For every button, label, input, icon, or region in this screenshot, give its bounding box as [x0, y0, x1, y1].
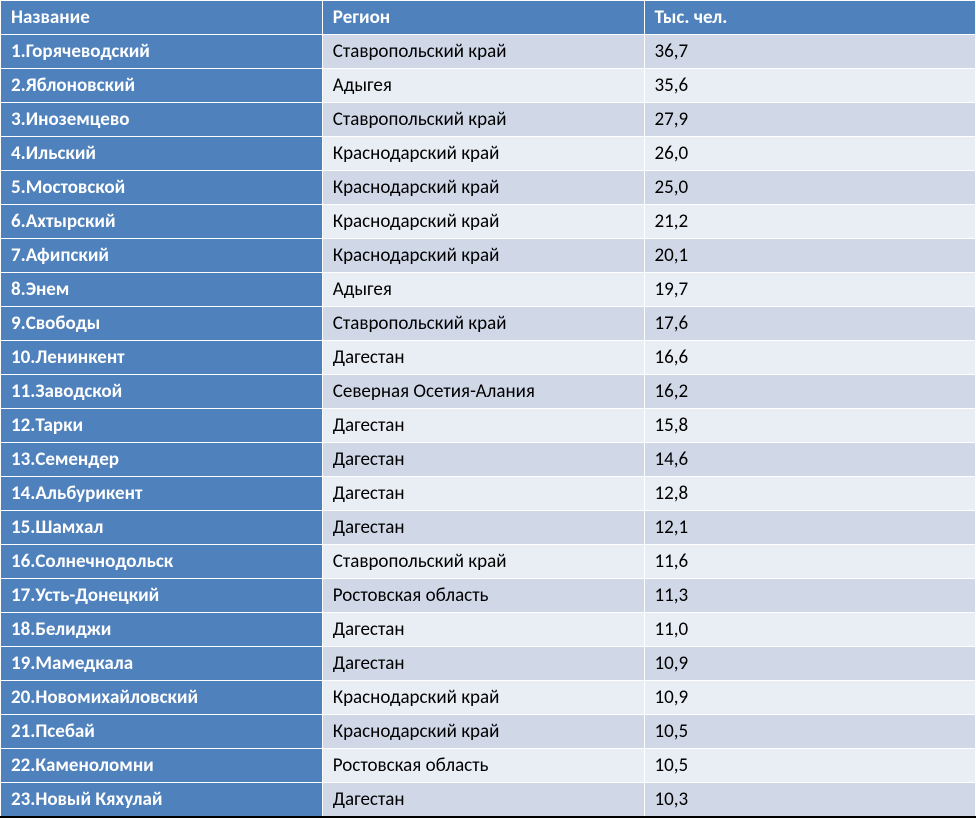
table-row: 10.ЛенинкентДагестан16,6 — [1, 341, 976, 375]
table-row: 19.МамедкалаДагестан10,9 — [1, 647, 976, 681]
cell-region: Краснодарский край — [322, 171, 644, 205]
cell-region: Дагестан — [322, 443, 644, 477]
cell-population: 17,6 — [644, 307, 976, 341]
cell-population: 12,8 — [644, 477, 976, 511]
table-header: Название Регион Тыс. чел. — [1, 1, 976, 35]
cell-name: 5.Мостовской — [1, 171, 323, 205]
population-table: Название Регион Тыс. чел. 1.Горячеводски… — [0, 0, 976, 818]
cell-name: 1.Горячеводский — [1, 35, 323, 69]
cell-population: 21,2 — [644, 205, 976, 239]
cell-name: 18.Белиджи — [1, 613, 323, 647]
table-row: 20.НовомихайловскийКраснодарский край10,… — [1, 681, 976, 715]
cell-population: 25,0 — [644, 171, 976, 205]
cell-region: Ставропольский край — [322, 35, 644, 69]
table-row: 3.ИноземцевоСтавропольский край27,9 — [1, 103, 976, 137]
table-row: 14.АльбурикентДагестан12,8 — [1, 477, 976, 511]
cell-population: 19,7 — [644, 273, 976, 307]
cell-population: 26,0 — [644, 137, 976, 171]
table-row: 6.АхтырскийКраснодарский край21,2 — [1, 205, 976, 239]
table-row: 17.Усть-ДонецкийРостовская область11,3 — [1, 579, 976, 613]
table-row: 13.СемендерДагестан14,6 — [1, 443, 976, 477]
cell-name: 7.Афипский — [1, 239, 323, 273]
cell-population: 10,5 — [644, 749, 976, 783]
cell-name: 9.Свободы — [1, 307, 323, 341]
cell-name: 19.Мамедкала — [1, 647, 323, 681]
table-row: 15.ШамхалДагестан12,1 — [1, 511, 976, 545]
cell-region: Дагестан — [322, 613, 644, 647]
table-row: 22.КаменоломниРостовская область10,5 — [1, 749, 976, 783]
cell-name: 3.Иноземцево — [1, 103, 323, 137]
table-row: 7.АфипскийКраснодарский край20,1 — [1, 239, 976, 273]
cell-name: 10.Ленинкент — [1, 341, 323, 375]
cell-name: 6.Ахтырский — [1, 205, 323, 239]
cell-name: 15.Шамхал — [1, 511, 323, 545]
table-row: 11.ЗаводскойСеверная Осетия-Алания16,2 — [1, 375, 976, 409]
header-region: Регион — [322, 1, 644, 35]
cell-region: Адыгея — [322, 69, 644, 103]
cell-population: 15,8 — [644, 409, 976, 443]
cell-region: Краснодарский край — [322, 715, 644, 749]
cell-population: 16,2 — [644, 375, 976, 409]
cell-name: 14.Альбурикент — [1, 477, 323, 511]
cell-region: Краснодарский край — [322, 239, 644, 273]
cell-population: 11,6 — [644, 545, 976, 579]
cell-region: Дагестан — [322, 511, 644, 545]
cell-name: 22.Каменоломни — [1, 749, 323, 783]
cell-region: Ставропольский край — [322, 103, 644, 137]
table-row: 23.Новый КяхулайДагестан10,3 — [1, 783, 976, 818]
cell-region: Ставропольский край — [322, 307, 644, 341]
cell-population: 10,5 — [644, 715, 976, 749]
cell-population: 20,1 — [644, 239, 976, 273]
cell-region: Краснодарский край — [322, 205, 644, 239]
cell-region: Дагестан — [322, 409, 644, 443]
cell-name: 12.Тарки — [1, 409, 323, 443]
cell-population: 10,9 — [644, 681, 976, 715]
cell-population: 16,6 — [644, 341, 976, 375]
table-row: 8.ЭнемАдыгея19,7 — [1, 273, 976, 307]
cell-name: 11.Заводской — [1, 375, 323, 409]
cell-name: 2.Яблоновский — [1, 69, 323, 103]
cell-name: 13.Семендер — [1, 443, 323, 477]
cell-region: Дагестан — [322, 647, 644, 681]
cell-region: Адыгея — [322, 273, 644, 307]
cell-population: 11,3 — [644, 579, 976, 613]
cell-population: 27,9 — [644, 103, 976, 137]
cell-population: 12,1 — [644, 511, 976, 545]
cell-name: 23.Новый Кяхулай — [1, 783, 323, 818]
cell-region: Краснодарский край — [322, 681, 644, 715]
cell-name: 20.Новомихайловский — [1, 681, 323, 715]
table-row: 16.СолнечнодольскСтавропольский край11,6 — [1, 545, 976, 579]
cell-region: Ростовская область — [322, 749, 644, 783]
cell-name: 21.Псебай — [1, 715, 323, 749]
cell-region: Северная Осетия-Алания — [322, 375, 644, 409]
table-row: 12.ТаркиДагестан15,8 — [1, 409, 976, 443]
cell-population: 36,7 — [644, 35, 976, 69]
cell-population: 11,0 — [644, 613, 976, 647]
cell-population: 10,3 — [644, 783, 976, 818]
table-row: 4.ИльскийКраснодарский край26,0 — [1, 137, 976, 171]
table-row: 18.БелиджиДагестан11,0 — [1, 613, 976, 647]
header-population: Тыс. чел. — [644, 1, 976, 35]
table-row: 1.ГорячеводскийСтавропольский край36,7 — [1, 35, 976, 69]
cell-name: 4.Ильский — [1, 137, 323, 171]
header-name: Название — [1, 1, 323, 35]
cell-region: Дагестан — [322, 477, 644, 511]
cell-region: Ростовская область — [322, 579, 644, 613]
cell-region: Дагестан — [322, 783, 644, 818]
cell-name: 8.Энем — [1, 273, 323, 307]
table-row: 21.ПсебайКраснодарский край10,5 — [1, 715, 976, 749]
table-row: 2.ЯблоновскийАдыгея35,6 — [1, 69, 976, 103]
cell-population: 14,6 — [644, 443, 976, 477]
cell-population: 35,6 — [644, 69, 976, 103]
cell-region: Ставропольский край — [322, 545, 644, 579]
cell-region: Краснодарский край — [322, 137, 644, 171]
table-row: 5.МостовскойКраснодарский край25,0 — [1, 171, 976, 205]
cell-name: 16.Солнечнодольск — [1, 545, 323, 579]
cell-region: Дагестан — [322, 341, 644, 375]
table-body: 1.ГорячеводскийСтавропольский край36,72.… — [1, 35, 976, 818]
cell-name: 17.Усть-Донецкий — [1, 579, 323, 613]
cell-population: 10,9 — [644, 647, 976, 681]
table-row: 9.СвободыСтавропольский край17,6 — [1, 307, 976, 341]
